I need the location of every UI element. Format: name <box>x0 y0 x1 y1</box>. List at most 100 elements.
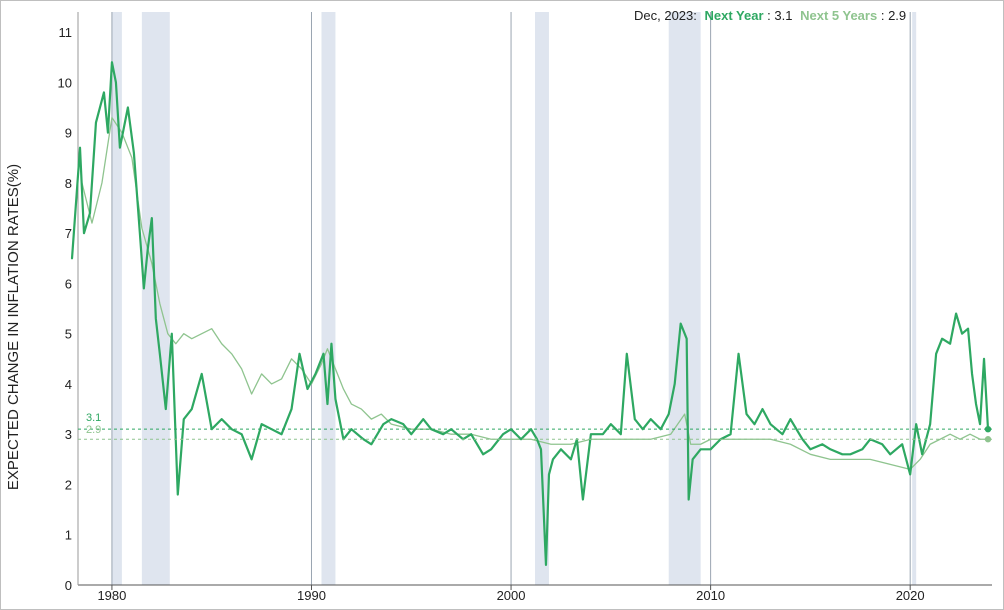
next-5-years-point-22 <box>291 358 293 360</box>
next-year-point-112 <box>949 343 951 345</box>
next-year-point-35 <box>315 373 317 375</box>
next-year-point-10 <box>127 107 129 109</box>
next-year-point-20 <box>177 494 179 496</box>
next-5-years-point-60 <box>889 464 891 466</box>
x-tick-label-2: 2000 <box>497 588 526 603</box>
next-year-point-104 <box>889 454 891 456</box>
next-5-years-point-26 <box>327 348 329 350</box>
next-year-point-14 <box>147 247 149 249</box>
next-year-point-11 <box>133 152 135 154</box>
next-year-point-44 <box>383 423 385 425</box>
next-year-point-96 <box>810 448 812 450</box>
next-year-point-8 <box>115 82 117 84</box>
x-tick-label-4: 2020 <box>896 588 925 603</box>
next-5-years-point-55 <box>790 443 792 445</box>
next-year-point-19 <box>171 333 173 335</box>
next-year-point-47 <box>410 433 412 435</box>
recession-band-6 <box>912 12 917 585</box>
next-year-point-49 <box>430 428 432 430</box>
next-5-years-point-7 <box>151 263 153 265</box>
next-year-point-117 <box>975 403 977 405</box>
next-5-years-point-42 <box>570 443 572 445</box>
next-5-years-point-3 <box>111 117 113 119</box>
next-year-point-115 <box>967 328 969 330</box>
next-year-point-13 <box>143 288 145 290</box>
next-year-point-110 <box>935 353 937 355</box>
next-year-point-54 <box>482 454 484 456</box>
next-year-point-22 <box>191 408 193 410</box>
next-year-point-118 <box>979 423 981 425</box>
next-5-years-point-11 <box>183 333 185 335</box>
next-year-point-90 <box>754 423 756 425</box>
next-year-point-63 <box>548 474 550 476</box>
next-year-point-27 <box>241 433 243 435</box>
next-year-point-85 <box>710 448 712 450</box>
next-year-point-25 <box>221 418 223 420</box>
next-5-years-point-36 <box>450 433 452 435</box>
legend-next-year-value: 3.1 <box>774 8 792 23</box>
next-year-point-38 <box>331 343 333 345</box>
next-year-point-81 <box>686 338 688 340</box>
next-5-years-point-2 <box>101 182 103 184</box>
next-year-point-26 <box>231 428 233 430</box>
next-year-point-66 <box>570 459 572 461</box>
next-year-point-58 <box>520 438 522 440</box>
next-year-point-50 <box>442 433 444 435</box>
y-tick-label-3: 3 <box>65 427 72 442</box>
next-5-years-point-27 <box>335 368 337 370</box>
next-5-years-point-52 <box>730 438 732 440</box>
next-year-point-71 <box>610 423 612 425</box>
next-year-point-4 <box>95 122 97 124</box>
next-5-years-point-58 <box>850 459 852 461</box>
next-5-years-point-32 <box>381 413 383 415</box>
next-year-point-45 <box>391 418 393 420</box>
next-5-years-point-14 <box>211 328 213 330</box>
next-5-years-point-15 <box>221 343 223 345</box>
next-5-years-point-63 <box>929 443 931 445</box>
next-5-years-point-13 <box>201 333 203 335</box>
y-tick-label-5: 5 <box>65 327 72 342</box>
next-year-point-37 <box>327 403 329 405</box>
next-year-point-87 <box>730 433 732 435</box>
next-year-point-113 <box>955 313 957 315</box>
top-legend: Dec, 2023: Next Year : 3.1 Next 5 Years … <box>634 8 906 23</box>
next-year-point-18 <box>165 408 167 410</box>
y-tick-label-2: 2 <box>65 477 72 492</box>
next-year-point-34 <box>307 388 309 390</box>
next-5-years-point-64 <box>939 438 941 440</box>
next-year-point-2 <box>83 232 85 234</box>
next-5-years-point-33 <box>391 423 393 425</box>
next-year-point-89 <box>746 413 748 415</box>
next-5-years-point-8 <box>159 303 161 305</box>
legend-next-year-label: Next Year <box>705 8 764 23</box>
next-5-years-point-6 <box>141 227 143 229</box>
next-year-point-61 <box>540 448 542 450</box>
next-year-point-93 <box>782 433 784 435</box>
next-year-point-84 <box>700 448 702 450</box>
next-year-point-31 <box>281 433 283 435</box>
next-5-years-point-17 <box>241 368 243 370</box>
next-5-years-point-31 <box>371 418 373 420</box>
next-5-years-point-29 <box>351 403 353 405</box>
next-year-point-3 <box>89 212 91 214</box>
next-year-point-76 <box>650 418 652 420</box>
next-5-years-point-65 <box>949 433 951 435</box>
next-5-years-point-59 <box>869 459 871 461</box>
next-year-point-111 <box>941 338 943 340</box>
next-year-point-103 <box>881 443 883 445</box>
recession-band-4 <box>535 12 549 585</box>
next-year-point-120 <box>984 425 992 433</box>
next-year-point-78 <box>668 413 670 415</box>
next-year-point-105 <box>901 443 903 445</box>
next-year-point-114 <box>961 333 963 335</box>
next-year-line <box>70 61 990 566</box>
next-year-point-65 <box>560 448 562 450</box>
next-year-point-116 <box>971 373 973 375</box>
next-year-point-15 <box>151 217 153 219</box>
next-year-point-106 <box>909 474 911 476</box>
next-year-point-33 <box>299 353 301 355</box>
next-5-years-point-12 <box>191 338 193 340</box>
next-year-point-0 <box>71 257 73 259</box>
next-year-point-23 <box>201 373 203 375</box>
